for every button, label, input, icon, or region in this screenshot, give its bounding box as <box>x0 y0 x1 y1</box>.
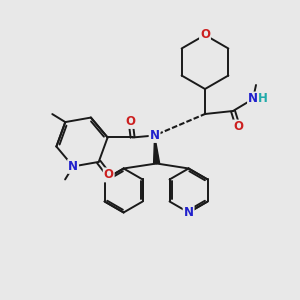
Text: N: N <box>150 129 160 142</box>
Text: O: O <box>104 168 114 182</box>
Text: N: N <box>248 92 258 106</box>
Text: N: N <box>184 206 194 219</box>
Text: O: O <box>233 121 243 134</box>
Text: O: O <box>126 115 136 128</box>
Polygon shape <box>154 136 160 164</box>
Text: O: O <box>200 28 210 41</box>
Text: N: N <box>68 160 78 173</box>
Text: H: H <box>258 92 268 104</box>
